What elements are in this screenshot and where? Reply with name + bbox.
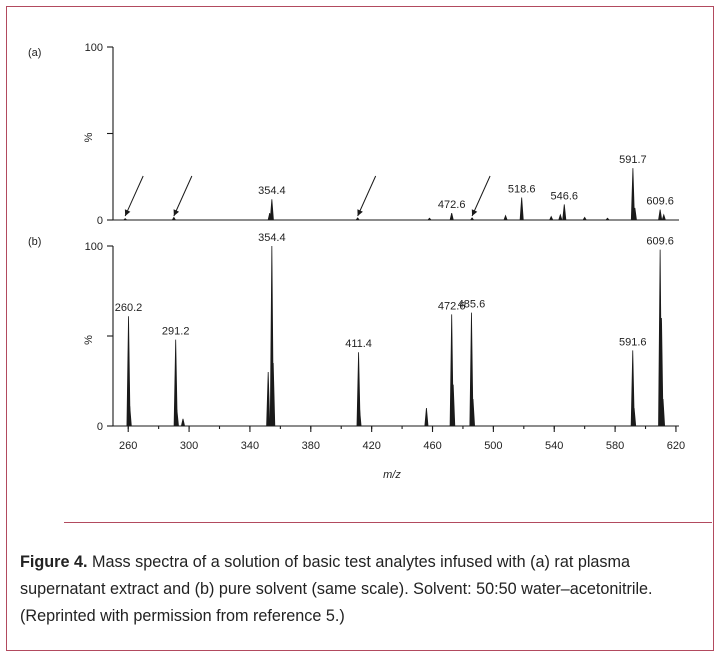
peak-mark (122, 218, 128, 221)
peak-label: 291.2 (162, 326, 190, 338)
annotation-arrowhead (357, 209, 363, 216)
peak-mark (355, 217, 361, 221)
y-axis-label: % (83, 335, 95, 345)
panel-b: (b) 0 100% 260 300 340 380 420 460 500 540 580 620 m/… (28, 232, 685, 481)
annotation-arrow (173, 175, 193, 217)
y-axis-label: % (83, 132, 95, 142)
peak-mark (127, 406, 132, 427)
figure-caption: Figure 4. Mass spectra of a solution of … (20, 549, 700, 630)
y-tick-label: 0 (97, 421, 103, 433)
peak-label: 472.6 (438, 199, 466, 211)
peak-mark (171, 216, 177, 221)
panel-label: (a) (28, 47, 41, 59)
peak-label: 354.4 (258, 185, 286, 197)
peak-label: 485.6 (458, 299, 486, 311)
peak-label: 609.6 (646, 236, 674, 248)
annotation-arrowhead (471, 209, 478, 216)
caption-text: Mass spectra of a solution of basic test… (20, 553, 653, 625)
peak-mark (470, 398, 476, 427)
peak-mark (661, 213, 666, 221)
peak-mark (558, 213, 563, 221)
x-tick-label: 580 (606, 440, 624, 452)
peak-mark (424, 407, 429, 427)
peak-mark (604, 217, 611, 221)
peak-label: 260.2 (115, 302, 143, 314)
x-axis-label: m/z (383, 469, 401, 481)
x-tick-label: 620 (667, 440, 685, 452)
x-tick-label: 500 (484, 440, 502, 452)
x-tick-label: 340 (241, 440, 259, 452)
peak-mark (469, 217, 475, 221)
panel-label: (b) (28, 236, 41, 248)
y-tick-label: 100 (85, 42, 103, 54)
peak-label: 354.4 (258, 232, 286, 244)
annotation-arrowhead (173, 209, 180, 216)
peak-mark (519, 197, 524, 221)
peak-mark (658, 209, 663, 221)
peak-mark (548, 215, 554, 221)
peak-mark (271, 362, 276, 427)
panel-a: (a) 0 100% 354.4 472.6 518.6 546.6 591.7 609.6 (28, 42, 679, 227)
peak-mark (632, 207, 637, 221)
x-tick-label: 420 (362, 440, 380, 452)
peak-label: 591.7 (619, 154, 647, 166)
mass-spectra-chart: (a) 0 100% 354.4 472.6 518.6 546.6 591.7 609.6 (… (28, 42, 685, 481)
x-tick-label: 380 (302, 440, 320, 452)
peak-mark (426, 217, 432, 221)
annotation-arrow (124, 175, 144, 217)
caption-divider (64, 522, 712, 523)
peak-mark (449, 212, 454, 221)
annotation-arrow (357, 175, 377, 217)
caption-label: Figure 4. (20, 553, 88, 571)
peak-mark (357, 407, 362, 427)
annotation-arrowhead (124, 209, 131, 216)
peak-mark (562, 204, 567, 221)
peak-label: 546.6 (551, 190, 579, 202)
peak-mark (180, 418, 186, 427)
peak-mark (582, 216, 587, 221)
peak-mark (269, 199, 274, 221)
x-tick-label: 460 (423, 440, 441, 452)
x-tick-label: 300 (180, 440, 198, 452)
peak-mark (174, 409, 179, 427)
figure-frame (6, 6, 714, 651)
peak-mark (503, 214, 508, 221)
y-tick-label: 0 (97, 215, 103, 227)
peak-mark (266, 371, 271, 427)
peak-label: 472.6 (438, 300, 466, 312)
peak-label: 518.6 (508, 184, 536, 196)
peak-label: 591.6 (619, 336, 647, 348)
x-tick-label: 260 (119, 440, 137, 452)
peak-mark (451, 384, 456, 427)
peak-mark (660, 398, 666, 427)
peak-label: 411.4 (345, 338, 372, 350)
x-tick-label: 540 (545, 440, 563, 452)
annotation-arrow (471, 175, 491, 217)
peak-label: 609.6 (646, 196, 674, 208)
y-tick-label: 100 (85, 241, 103, 253)
peak-mark (632, 407, 637, 427)
